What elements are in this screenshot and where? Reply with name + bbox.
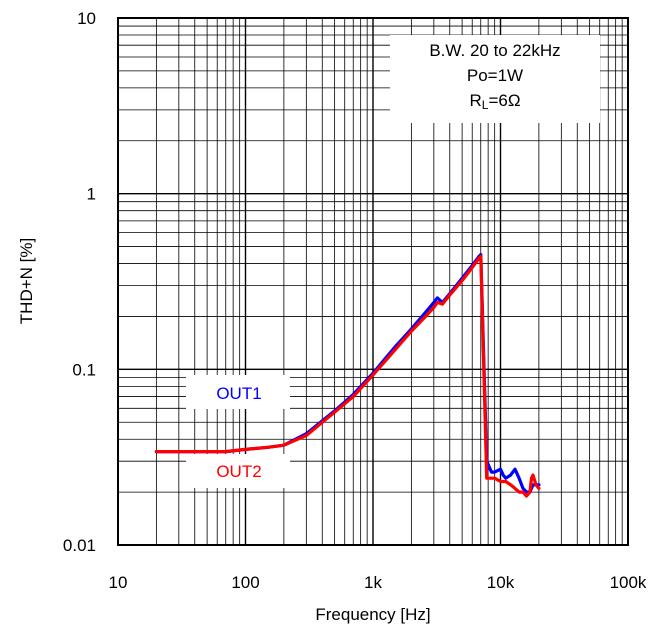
x-tick-label: 10k — [487, 573, 515, 592]
series-line-out2 — [154, 254, 541, 498]
annotation-line-3-main: R — [469, 91, 481, 110]
plot-frame — [117, 17, 629, 546]
y-tick-label: 1 — [87, 185, 96, 204]
annotation-line-3: RL=6Ω — [469, 91, 520, 112]
grid-lines — [118, 18, 628, 545]
series-label-box-out2 — [186, 454, 290, 488]
annotation-line-2: Po=1W — [467, 66, 523, 85]
x-tick-label: 100k — [610, 573, 647, 592]
tick-labels: 10 100 1k 10k 100k 0.01 0.1 1 10 — [63, 9, 647, 592]
series-label-box-out1 — [186, 375, 290, 409]
series-label-out2: OUT2 — [216, 462, 261, 481]
annotation-line-1: B.W. 20 to 22kHz — [429, 41, 560, 60]
y-tick-label: 0.01 — [63, 536, 96, 555]
x-axis-label: Frequency [Hz] — [315, 605, 430, 624]
annotation-box — [390, 35, 600, 123]
x-tick-label: 10 — [109, 573, 128, 592]
y-tick-label: 0.1 — [72, 360, 96, 379]
series-label-out1: OUT1 — [216, 384, 261, 403]
x-tick-label: 1k — [364, 573, 382, 592]
series-layer — [154, 253, 541, 498]
annotation-line-3-sub: L — [482, 98, 489, 112]
x-tick-label: 100 — [231, 573, 259, 592]
y-tick-label: 10 — [77, 9, 96, 28]
annotation-line-3-rest: =6Ω — [488, 91, 520, 110]
y-axis-label: THD+N [%] — [17, 238, 36, 324]
